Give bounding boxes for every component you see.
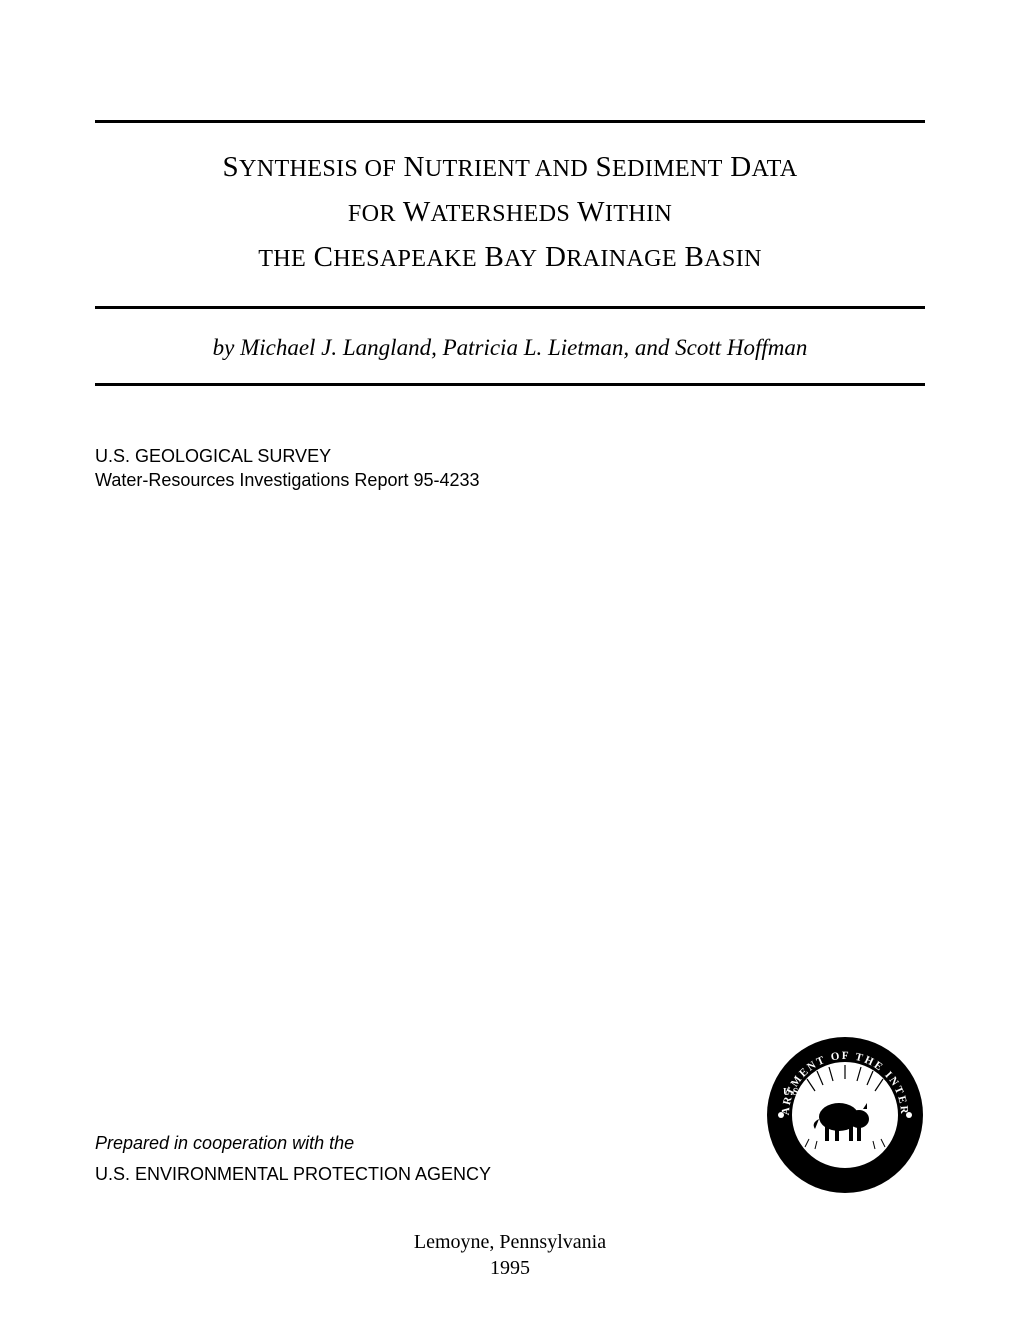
prepared-block: Prepared in cooperation with the U.S. EN… (95, 1133, 491, 1185)
title-block: SYNTHESIS OF NUTRIENT AND SEDIMENT DATA … (95, 120, 925, 386)
doi-seal-icon: DEPARTMENT OF THE INTERIOR MARCH 3, 1849… (765, 1035, 925, 1195)
pub-place: Lemoyne, Pennsylvania (95, 1229, 925, 1255)
pub-year: 1995 (95, 1255, 925, 1281)
prepared-intro: Prepared in cooperation with the (95, 1133, 491, 1154)
agency-block: U.S. GEOLOGICAL SURVEY Water-Resources I… (95, 444, 925, 493)
report-series: Water-Resources Investigations Report 95… (95, 468, 925, 492)
seal-row: Prepared in cooperation with the U.S. EN… (95, 1035, 925, 1185)
title-line-2: FOR WATERSHEDS WITHIN (348, 196, 672, 228)
title-line-1: SYNTHESIS OF NUTRIENT AND SEDIMENT DATA (223, 151, 798, 183)
title-inner: SYNTHESIS OF NUTRIENT AND SEDIMENT DATA … (95, 123, 925, 306)
cooperating-agency: U.S. ENVIRONMENTAL PROTECTION AGENCY (95, 1164, 491, 1185)
byline: by Michael J. Langland, Patricia L. Liet… (95, 309, 925, 383)
svg-text:U.S.: U.S. (783, 1087, 801, 1098)
vertical-spacer (95, 492, 925, 995)
survey-name: U.S. GEOLOGICAL SURVEY (95, 444, 925, 468)
report-title: SYNTHESIS OF NUTRIENT AND SEDIMENT DATA … (95, 145, 925, 280)
footer-block: Lemoyne, Pennsylvania 1995 (95, 1229, 925, 1281)
title-line-3: THE CHESAPEAKE BAY DRAINAGE BASIN (258, 241, 762, 273)
